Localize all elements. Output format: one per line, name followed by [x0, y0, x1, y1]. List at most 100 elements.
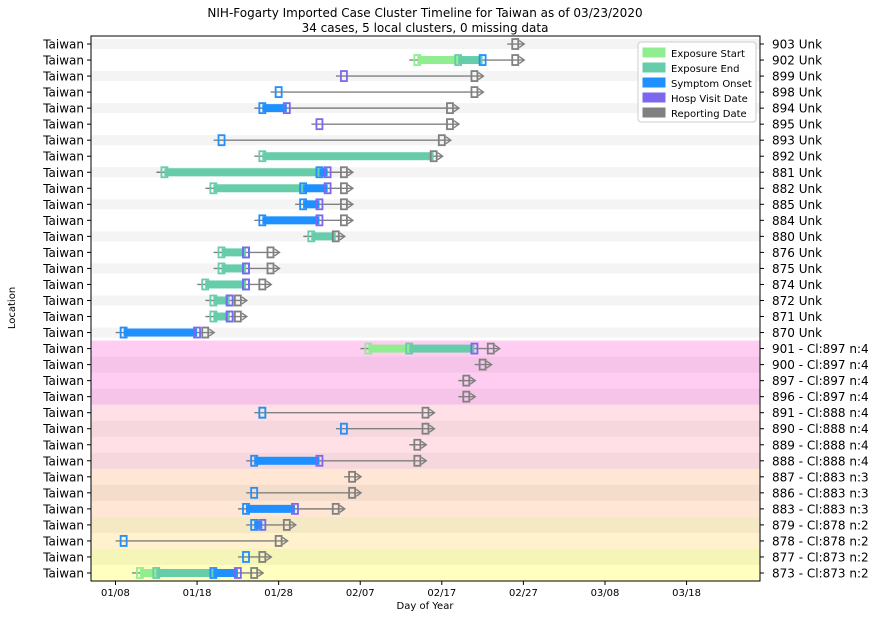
arrowhead — [494, 344, 501, 353]
case-row — [205, 294, 249, 307]
symptom-bar — [262, 104, 287, 113]
exposure-end-bar — [409, 344, 475, 353]
case-label: 875 Unk — [772, 262, 822, 276]
row-band-shade — [91, 388, 760, 405]
symptom-onset-box — [119, 326, 128, 339]
x-tick-label: 01/28 — [264, 588, 293, 599]
exposure-end-box — [209, 310, 218, 323]
location-label: Taiwan — [42, 422, 84, 436]
reporting-box — [478, 358, 487, 371]
arrowhead — [274, 248, 281, 257]
hosp-visit-box — [193, 326, 201, 339]
location-label: Taiwan — [42, 230, 84, 244]
case-label: 883 - Cl:883 n:3 — [772, 502, 869, 516]
location-label: Taiwan — [42, 438, 84, 452]
legend-label: Hosp Visit Date — [671, 94, 748, 105]
symptom-onset-box — [340, 422, 348, 435]
hosp-visit-box — [323, 166, 332, 179]
legend-swatch — [642, 77, 666, 88]
reporting-box — [470, 86, 479, 99]
case-marks — [115, 38, 526, 579]
symptom-bar — [246, 504, 295, 513]
location-label: Taiwan — [42, 134, 84, 148]
arrowhead — [429, 424, 436, 433]
case-row — [115, 535, 289, 547]
location-label: Taiwan — [42, 406, 84, 420]
chart-title: NIH-Fogarty Imported Case Cluster Timeli… — [207, 6, 642, 20]
arrowhead — [518, 55, 526, 65]
legend-swatch — [642, 107, 666, 118]
location-label: Taiwan — [42, 534, 84, 548]
arrowhead — [478, 72, 485, 81]
case-label: 899 Unk — [772, 70, 822, 84]
reporting-box — [258, 551, 267, 563]
arrowhead — [420, 456, 428, 465]
location-label: Taiwan — [42, 102, 84, 116]
case-row — [335, 422, 436, 435]
exposure-end-bar — [213, 184, 304, 193]
legend-box — [637, 41, 757, 123]
exposure-start-bar — [368, 344, 410, 353]
exposure-start-box — [136, 567, 144, 579]
arrowhead — [453, 104, 461, 113]
symptom-onset-box — [478, 54, 487, 66]
hosp-visit-box — [242, 278, 250, 291]
location-label: Taiwan — [42, 486, 84, 500]
case-row — [246, 454, 428, 467]
exposure-end-box — [160, 166, 169, 179]
exposure-start-box — [364, 342, 373, 355]
symptom-onset-box — [299, 198, 308, 211]
row-band — [91, 199, 760, 210]
symptom-onset-box — [242, 551, 250, 563]
x-axis-ticks: 01/08 01/18 01/28 02/07 02/17 02/27 03/08 03/18 — [101, 581, 701, 599]
location-label: Taiwan — [42, 374, 84, 388]
symptom-onset-box — [258, 406, 267, 419]
case-label: 898 Unk — [772, 86, 822, 100]
reporting-box — [233, 310, 242, 323]
hosp-visit-box — [225, 294, 234, 307]
symptom-onset-box — [299, 182, 308, 195]
case-label: 888 - Cl:888 n:4 — [772, 454, 869, 468]
symptom-bar — [123, 328, 198, 337]
left-y-tick-labels: Taiwan Taiwan Taiwan Taiwan Taiwan Taiwan Taiw… — [42, 38, 91, 580]
case-label: 892 Unk — [772, 150, 822, 164]
case-row — [295, 198, 355, 211]
exposure-end-box — [258, 150, 267, 163]
reporting-box — [250, 567, 259, 579]
case-label: 897 - Cl:897 n:4 — [772, 374, 869, 388]
arrowhead — [355, 488, 363, 497]
row-band-shade — [91, 548, 760, 566]
exposure-end-bar — [213, 296, 230, 305]
reporting-box — [348, 486, 356, 499]
symptom-bar — [254, 520, 263, 529]
case-label: 880 Unk — [772, 230, 822, 244]
symptom-onset-box — [258, 214, 267, 227]
arrowhead — [347, 168, 355, 177]
hosp-visit-box — [282, 102, 291, 115]
case-label: 872 Unk — [772, 294, 822, 308]
symptom-onset-box — [258, 102, 267, 115]
hosp-visit-box — [291, 502, 299, 515]
case-label: 900 - Cl:897 n:4 — [772, 358, 869, 372]
reporting-box — [201, 326, 210, 339]
symptom-onset-box — [315, 166, 324, 179]
reporting-box — [446, 102, 454, 115]
arrowhead — [347, 216, 355, 225]
case-row — [197, 278, 273, 291]
hosp-visit-box — [340, 70, 348, 82]
case-row — [254, 406, 436, 419]
location-label: Taiwan — [42, 550, 84, 564]
x-tick-label: 01/08 — [101, 588, 130, 599]
symptom-onset-box — [250, 486, 259, 499]
x-tick-label: 01/18 — [183, 588, 212, 599]
case-row — [458, 374, 477, 387]
row-band — [91, 564, 760, 582]
case-label: 903 Unk — [772, 38, 822, 52]
exposure-end-box — [209, 182, 218, 195]
hosp-visit-box — [315, 118, 324, 131]
row-band-shade — [91, 484, 760, 502]
legend-swatch — [642, 62, 666, 73]
location-label: Taiwan — [42, 518, 84, 532]
arrowhead — [265, 552, 273, 562]
case-row — [311, 118, 461, 131]
